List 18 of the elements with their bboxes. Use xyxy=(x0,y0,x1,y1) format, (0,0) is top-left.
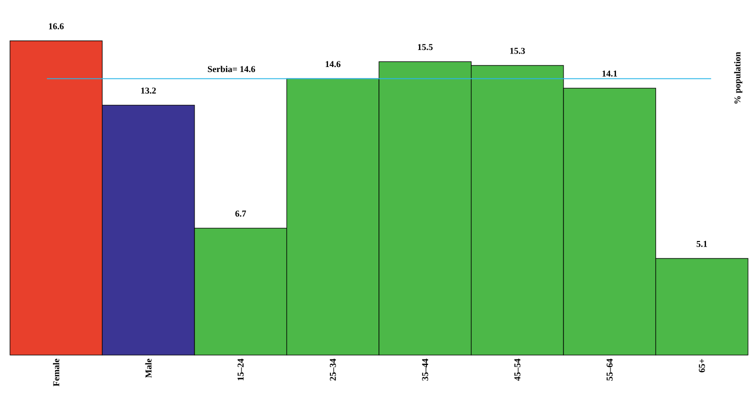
x-tick-label: 25–34 xyxy=(330,358,336,381)
data-label: 13.2 xyxy=(141,88,156,94)
data-label: 14.6 xyxy=(326,61,340,68)
x-tick-label: 45–54 xyxy=(514,358,520,381)
data-label: 6.7 xyxy=(235,210,246,217)
x-tick-label: 15–24 xyxy=(238,358,244,380)
x-tick-label: 55–64 xyxy=(606,358,613,381)
ref-line-label: Serbia= 14.6 xyxy=(208,66,256,72)
data-label: 15.3 xyxy=(510,48,525,54)
data-label: 15.5 xyxy=(418,44,433,50)
x-tick-label: Male xyxy=(145,358,152,378)
x-tick-label: 65+ xyxy=(698,358,705,372)
y-axis-title: % population xyxy=(734,52,742,104)
data-label: 14.1 xyxy=(602,70,618,77)
data-label: 16.6 xyxy=(49,23,64,30)
x-tick-label: 35–44 xyxy=(422,358,428,381)
data-label: 5.1 xyxy=(696,240,708,247)
x-tick-label: Female xyxy=(52,358,60,386)
